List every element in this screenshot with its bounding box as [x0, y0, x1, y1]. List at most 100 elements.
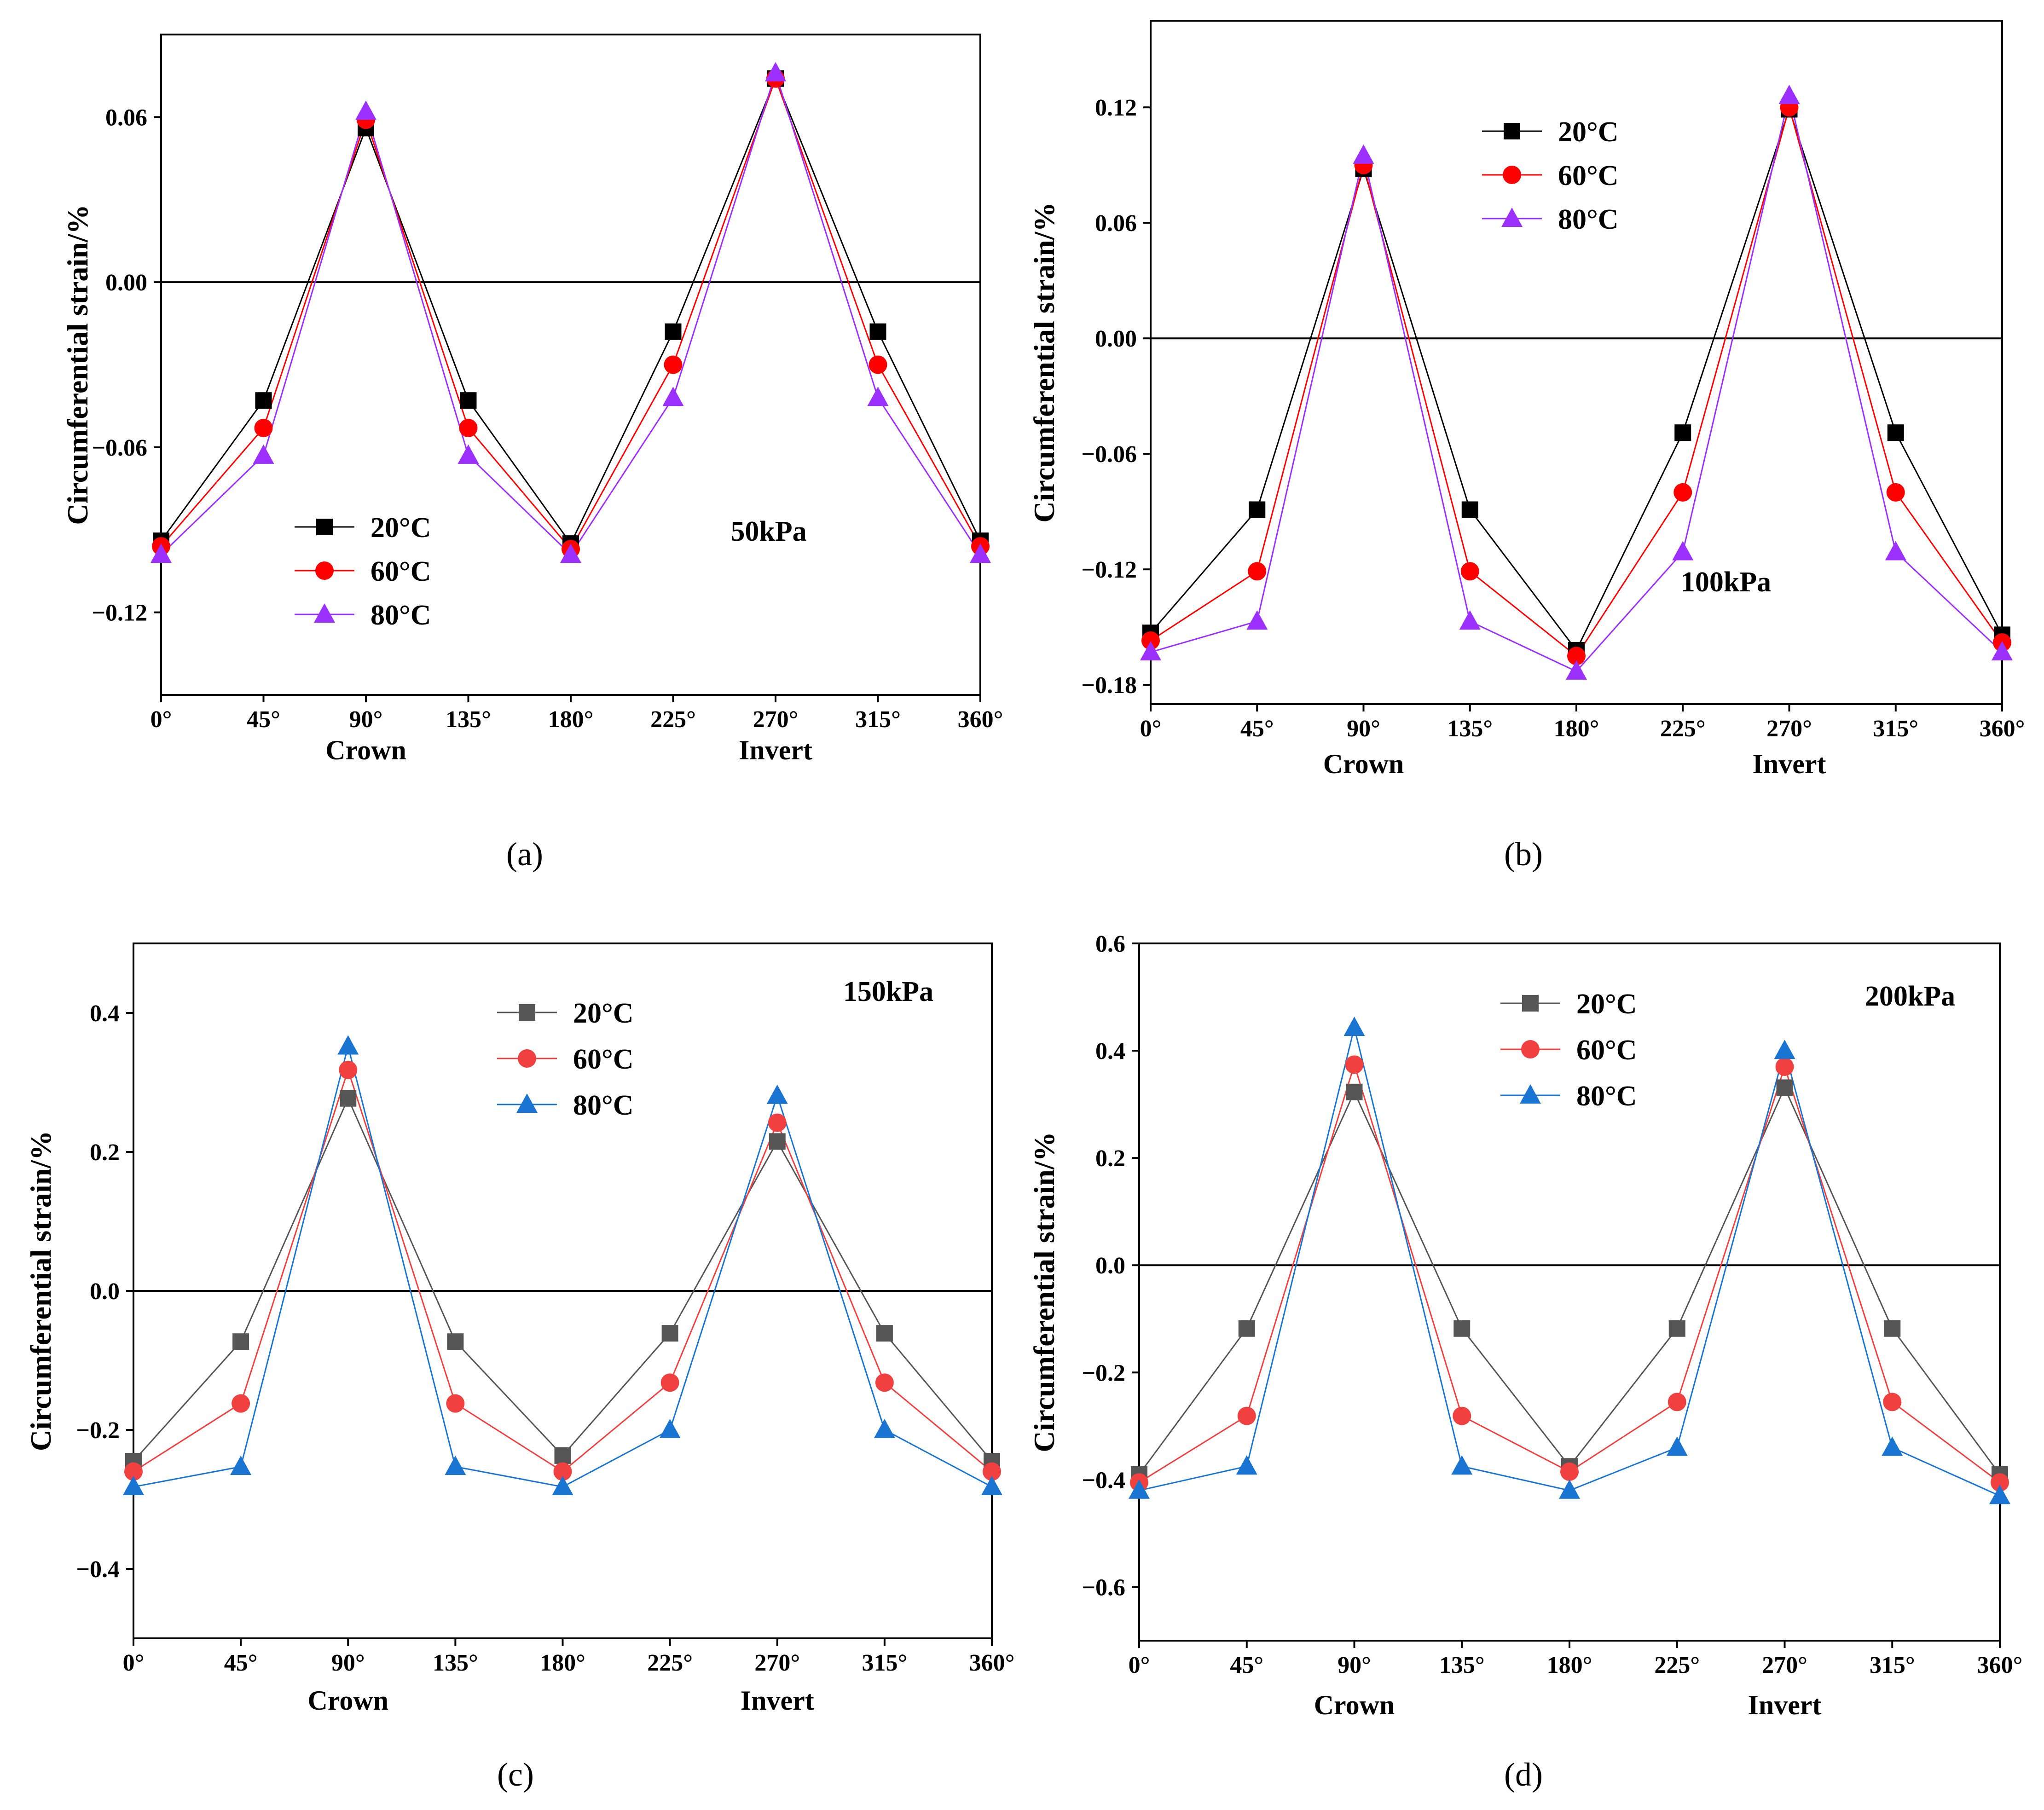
- data-point-60c: [1460, 562, 1479, 581]
- y-tick-label: −0.12: [92, 600, 147, 626]
- data-point-60c: [1345, 1055, 1364, 1074]
- data-point-60c: [1567, 647, 1586, 665]
- data-point-80c: [1353, 144, 1374, 164]
- x-tick-label: 270°: [754, 1650, 800, 1676]
- legend-label: 60°C: [1576, 1035, 1637, 1066]
- data-point-80c: [981, 1475, 1002, 1495]
- y-tick-label: 0.12: [1095, 95, 1137, 121]
- x-tick-label: 180°: [548, 706, 594, 733]
- axes-frame: [1138, 943, 2001, 1642]
- data-point-80c: [1246, 610, 1268, 630]
- data-point-60c: [1668, 1393, 1686, 1411]
- y-tick-label: 0.06: [105, 104, 147, 131]
- x-tick-label: 360°: [969, 1650, 1015, 1676]
- x-axis-label-crown: Crown: [1323, 749, 1404, 779]
- y-tick-label: −0.2: [1082, 1360, 1125, 1386]
- y-tick-label: 0.4: [1095, 1038, 1125, 1064]
- legend-marker: [1503, 166, 1521, 184]
- legend: 20°C 60°C 80°C: [1482, 116, 1619, 235]
- legend-marker: [516, 1093, 538, 1113]
- data-point-80c: [1129, 1479, 1150, 1499]
- y-axis-label: Circumferential strain/%: [1028, 202, 1060, 522]
- data-point-20c: [769, 1133, 786, 1150]
- x-tick-label: 45°: [1230, 1652, 1263, 1678]
- data-point-80c: [560, 544, 581, 563]
- legend-marker: [518, 1049, 536, 1068]
- data-point-20c: [1346, 1083, 1363, 1100]
- data-point-80c: [151, 544, 172, 563]
- data-point-60c: [1883, 1393, 1902, 1411]
- data-point-20c: [1453, 1320, 1471, 1337]
- pressure-annotation: 50kPa: [730, 516, 806, 547]
- data-point-60c: [124, 1462, 143, 1481]
- data-point-20c: [232, 1333, 249, 1350]
- x-tick-label: 45°: [247, 706, 280, 733]
- y-tick-label: 0.6: [1095, 931, 1125, 957]
- data-point-60c: [1673, 483, 1692, 502]
- data-point-60c: [254, 419, 273, 438]
- y-axis-label: Circumferential strain/%: [61, 204, 94, 525]
- x-tick-label: 225°: [647, 1650, 693, 1676]
- x-tick-label: 0°: [1129, 1652, 1150, 1678]
- y-tick-label: 0.2: [90, 1139, 120, 1166]
- x-axis-label-invert: Invert: [739, 735, 812, 765]
- data-point-80c: [1882, 1436, 1903, 1456]
- x-tick-label: 0°: [151, 706, 172, 733]
- data-point-60c: [1248, 562, 1267, 581]
- y-tick-label: 0.06: [1095, 210, 1137, 237]
- data-point-80c: [1992, 641, 2013, 661]
- data-point-80c: [253, 444, 274, 464]
- data-point-20c: [255, 392, 272, 409]
- panel-label: (d): [1504, 1756, 1543, 1793]
- data-point-60c: [339, 1060, 358, 1079]
- data-point-60c: [768, 1113, 787, 1132]
- data-point-80c: [1566, 660, 1587, 680]
- data-point-80c: [765, 62, 786, 81]
- x-tick-label: 270°: [753, 706, 799, 733]
- y-tick-label: −0.4: [76, 1556, 120, 1583]
- y-tick-label: 0.00: [105, 270, 147, 296]
- legend-label: 80°C: [371, 600, 431, 631]
- y-tick-label: 0.0: [90, 1278, 120, 1305]
- x-tick-label: 315°: [855, 706, 901, 733]
- legend: 20°C 60°C 80°C: [497, 998, 634, 1121]
- x-tick-label: 180°: [1554, 716, 1599, 742]
- data-point-20c: [876, 1325, 893, 1342]
- x-tick-label: 315°: [862, 1650, 907, 1676]
- data-point-20c: [1238, 1320, 1255, 1337]
- data-point-20c: [661, 1325, 678, 1342]
- data-point-20c: [1887, 424, 1904, 441]
- data-point-60c: [983, 1462, 1001, 1481]
- data-point-80c: [1885, 541, 1906, 561]
- data-point-80c: [766, 1084, 788, 1104]
- x-axis-label-invert: Invert: [1748, 1690, 1822, 1720]
- data-point-20c: [1461, 501, 1478, 518]
- x-tick-label: 225°: [650, 706, 696, 733]
- legend-marker: [314, 603, 335, 623]
- x-tick-label: 270°: [1762, 1652, 1807, 1678]
- panel-label: (b): [1504, 836, 1543, 873]
- y-tick-label: 0.2: [1095, 1145, 1125, 1172]
- legend-label: 60°C: [1558, 160, 1619, 191]
- data-point-60c: [1775, 1058, 1794, 1076]
- y-axis-label: Circumferential strain/%: [1028, 1132, 1060, 1452]
- series-line-60c: [160, 76, 981, 550]
- x-axis-label-crown: Crown: [325, 735, 406, 765]
- y-tick-label: 0.0: [1095, 1253, 1125, 1279]
- data-point-80c: [662, 387, 684, 406]
- x-axis-label-invert: Invert: [1753, 749, 1826, 779]
- data-point-20c: [665, 323, 682, 340]
- data-point-80c: [867, 387, 889, 406]
- series-line-80c: [133, 1046, 992, 1488]
- data-point-60c: [1141, 631, 1160, 650]
- x-tick-label: 135°: [433, 1650, 478, 1676]
- x-tick-label: 315°: [1870, 1652, 1915, 1678]
- data-point-60c: [232, 1394, 250, 1413]
- data-point-60c: [1453, 1406, 1471, 1425]
- x-tick-label: 90°: [1347, 716, 1380, 742]
- data-point-80c: [1774, 1040, 1795, 1059]
- x-tick-label: 180°: [540, 1650, 585, 1676]
- legend-label: 60°C: [573, 1044, 634, 1075]
- legend-label: 60°C: [371, 556, 431, 587]
